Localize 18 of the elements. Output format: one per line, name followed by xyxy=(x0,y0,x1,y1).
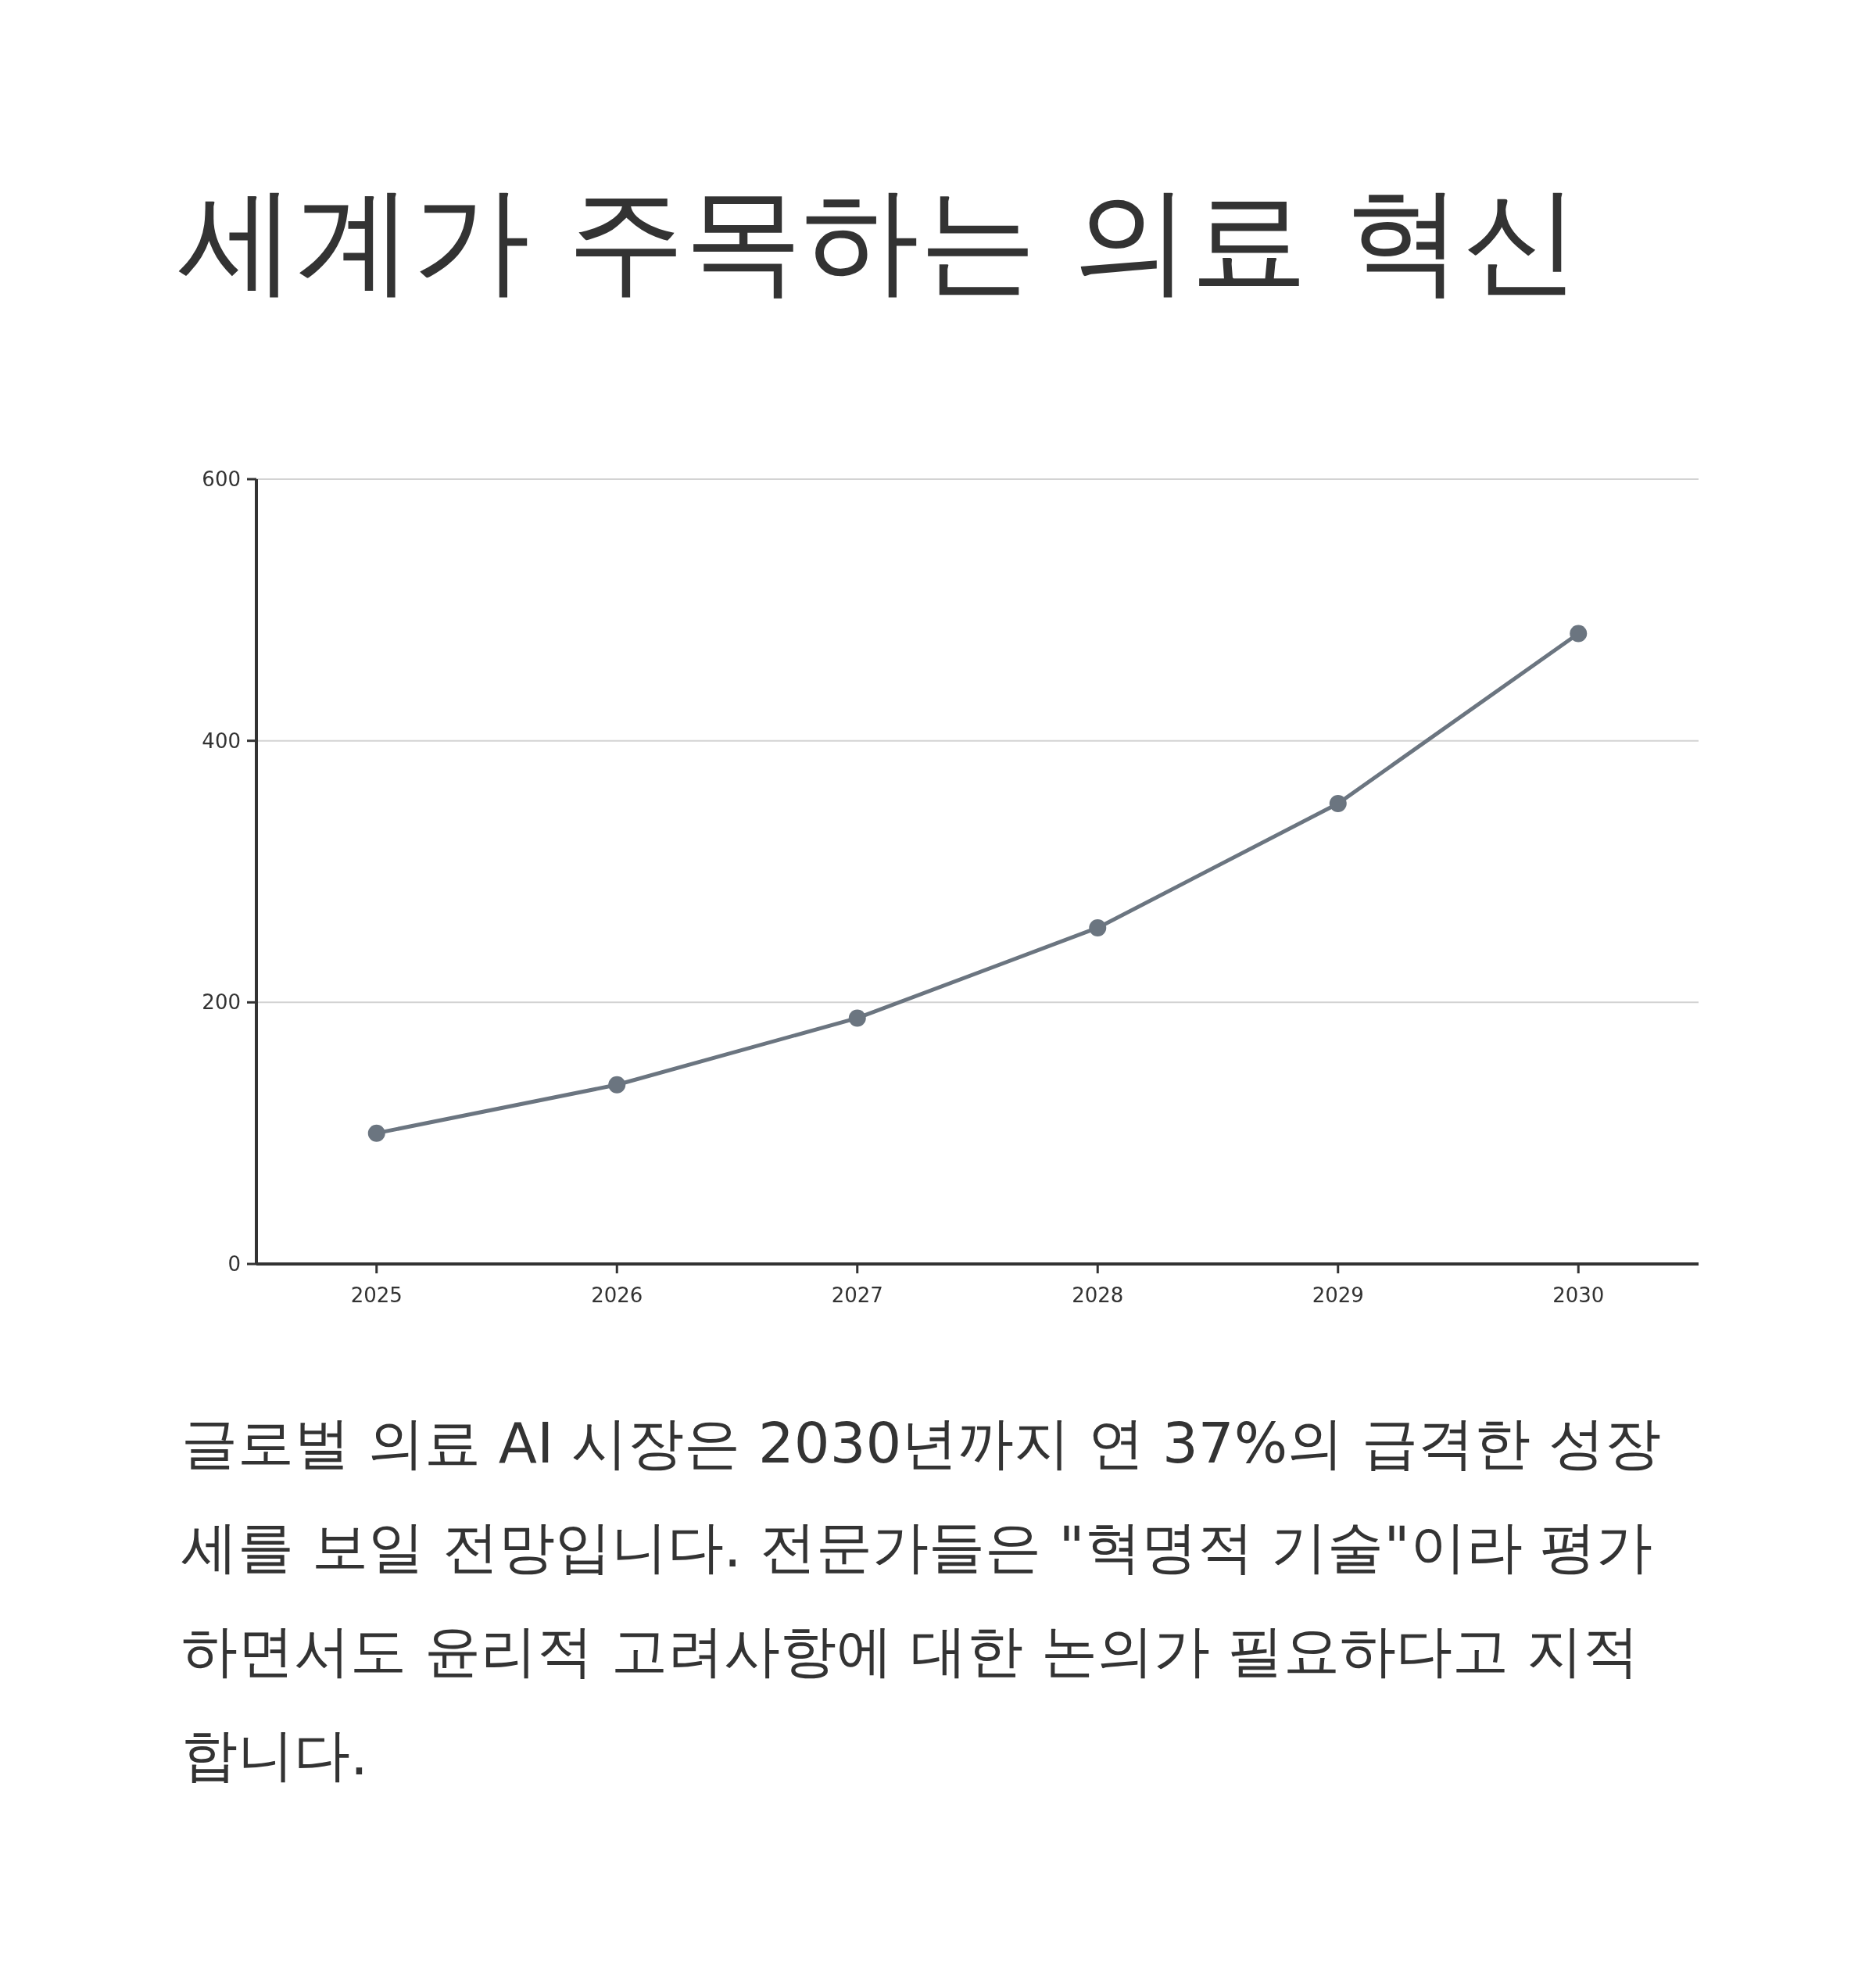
point xyxy=(608,1076,626,1094)
x-tick-label: 2029 xyxy=(1312,1284,1364,1307)
point xyxy=(1570,625,1588,643)
x-tick-label: 2030 xyxy=(1552,1284,1605,1307)
point xyxy=(367,1124,385,1142)
x-tick-label: 2025 xyxy=(350,1284,403,1307)
point xyxy=(1329,794,1347,812)
y-tick-label: 200 xyxy=(202,990,241,1015)
chart-title: 세계가 주목하는 의료 혁신 xyxy=(178,172,1581,308)
y-tick-label: 400 xyxy=(202,729,241,753)
point xyxy=(848,1009,866,1027)
y-tick-label: 600 xyxy=(202,467,241,491)
text: 글로벌 의료 AI 시장은 2030년까지 연 37%의 급격한 성장세를 보일 전망입니다. 전문가들은 "혁명적 기술"이라 평가하면서도 윤리적 고려사항에 대한 논의가 필요하다고 지적합니다. xyxy=(181,1409,1662,1789)
x-tick-label: 2027 xyxy=(831,1284,883,1307)
y-tick-label: 0 xyxy=(227,1252,241,1276)
x-tick-label: 2026 xyxy=(591,1284,643,1307)
point xyxy=(1089,918,1107,936)
x-tick-label: 2028 xyxy=(1072,1284,1124,1307)
